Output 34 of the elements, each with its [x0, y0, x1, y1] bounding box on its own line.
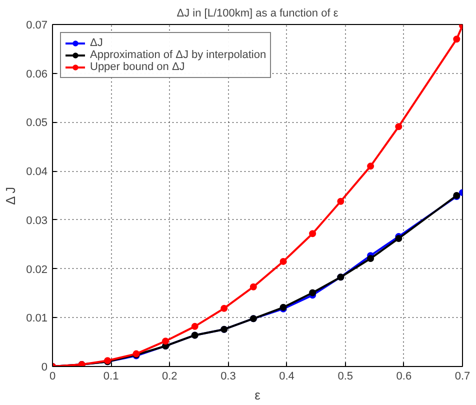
point [367, 162, 374, 170]
point [250, 283, 257, 290]
legend-label: Approximation of ΔJ by interpolation [90, 49, 266, 61]
y-tick-label: 0.04 [26, 166, 48, 178]
x-tick-label: 0.2 [162, 370, 178, 382]
y-tick-label: 0.02 [26, 264, 48, 276]
y-tick-label: 0.07 [26, 20, 48, 32]
point [395, 123, 402, 130]
legend-label: Upper bound on ΔJ [90, 61, 185, 73]
x-tick-label: 0.5 [338, 370, 354, 382]
y-tick-label: 0.01 [26, 312, 48, 325]
y-axis-title: Δ J [3, 186, 18, 205]
x-tick-label: 0.4 [279, 370, 294, 382]
y-tick-label: 0 [41, 362, 48, 374]
point [280, 258, 287, 265]
y-tick-label: 0.05 [26, 117, 48, 130]
point [309, 230, 316, 238]
point [367, 255, 374, 262]
chart-title: ΔJ in [L/100km] as a function of ε [176, 8, 338, 20]
point [162, 338, 170, 345]
x-axis-title: ε [254, 388, 261, 402]
point [309, 289, 316, 296]
x-tick-label: 0.3 [220, 370, 236, 382]
y-tick-label: 0.06 [26, 68, 48, 80]
point [191, 322, 198, 330]
x-tick-label: 0.7 [454, 370, 470, 382]
x-tick-label: 0 [49, 370, 56, 382]
legend-label: ΔJ [90, 37, 104, 49]
x-tick-label: 0.1 [103, 370, 119, 382]
y-tick-label: 0.03 [26, 214, 48, 227]
point [337, 198, 344, 205]
point [220, 304, 228, 312]
point [453, 36, 460, 43]
x-tick-label: 0.6 [396, 370, 412, 382]
